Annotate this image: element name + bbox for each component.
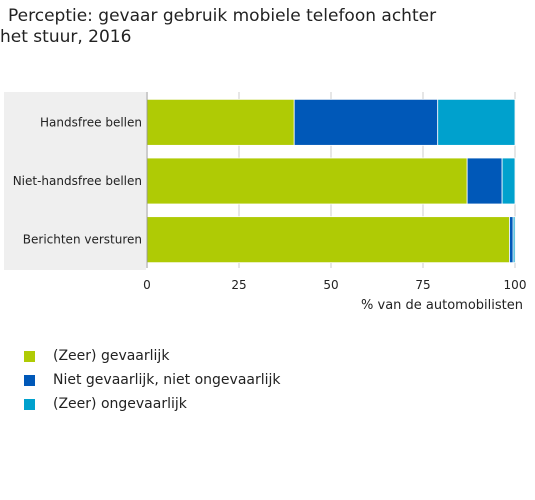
- x-tick-label-75: 75: [415, 278, 430, 292]
- legend-swatch-3: [24, 398, 35, 410]
- stacked-bar-chart: Handsfree bellen Niet-handsfree bellen Ber…: [4, 92, 526, 313]
- bar-1-series-3: [437, 98, 516, 146]
- x-tick-label-100: 100: [504, 278, 527, 292]
- x-tick-label-50: 50: [323, 278, 338, 292]
- x-tick-labels: 0 25 50 75 100: [143, 278, 526, 292]
- x-axis-label: % van de automobilisten: [361, 298, 523, 313]
- x-tick-label-0: 0: [143, 278, 151, 292]
- legend-swatch-2: [24, 374, 35, 386]
- legend-label-1: (Zeer) gevaarlijk: [53, 348, 170, 364]
- legend: (Zeer) gevaarlijk Niet gevaarlijk, niet o…: [24, 344, 281, 416]
- legend-label-3: (Zeer) ongevaarlijk: [53, 396, 187, 412]
- chart-title-line-2: het stuur, 2016: [0, 27, 132, 47]
- bar-3-series-3: [512, 216, 516, 264]
- bar-2-series-1: [146, 157, 468, 205]
- bar-1-series-2: [293, 98, 439, 146]
- bar-2-series-2: [466, 157, 503, 205]
- legend-item-1[interactable]: (Zeer) gevaarlijk: [24, 344, 281, 368]
- category-label-background: [4, 92, 146, 270]
- bar-3-series-2: [509, 216, 514, 264]
- category-labels: Handsfree bellen Niet-handsfree bellen Ber…: [13, 115, 142, 246]
- category-label-1: Handsfree bellen: [40, 115, 142, 129]
- legend-swatch-1: [24, 350, 35, 362]
- bars: [146, 98, 516, 264]
- bar-2-series-3: [501, 157, 516, 205]
- legend-label-2: Niet gevaarlijk, niet ongevaarlijk: [53, 372, 281, 388]
- legend-item-2[interactable]: Niet gevaarlijk, niet ongevaarlijk: [24, 368, 281, 392]
- chart-title-line-1: Perceptie: gevaar gebruik mobiele telefo…: [8, 6, 437, 26]
- bar-3-series-1: [146, 216, 510, 264]
- legend-item-3[interactable]: (Zeer) ongevaarlijk: [24, 392, 281, 416]
- category-label-2: Niet-handsfree bellen: [13, 174, 142, 188]
- chart-title: Perceptie: gevaar gebruik mobiele telefo…: [0, 6, 520, 48]
- bar-1-series-1: [146, 98, 295, 146]
- category-label-3: Berichten versturen: [23, 233, 142, 247]
- x-tick-label-25: 25: [231, 278, 246, 292]
